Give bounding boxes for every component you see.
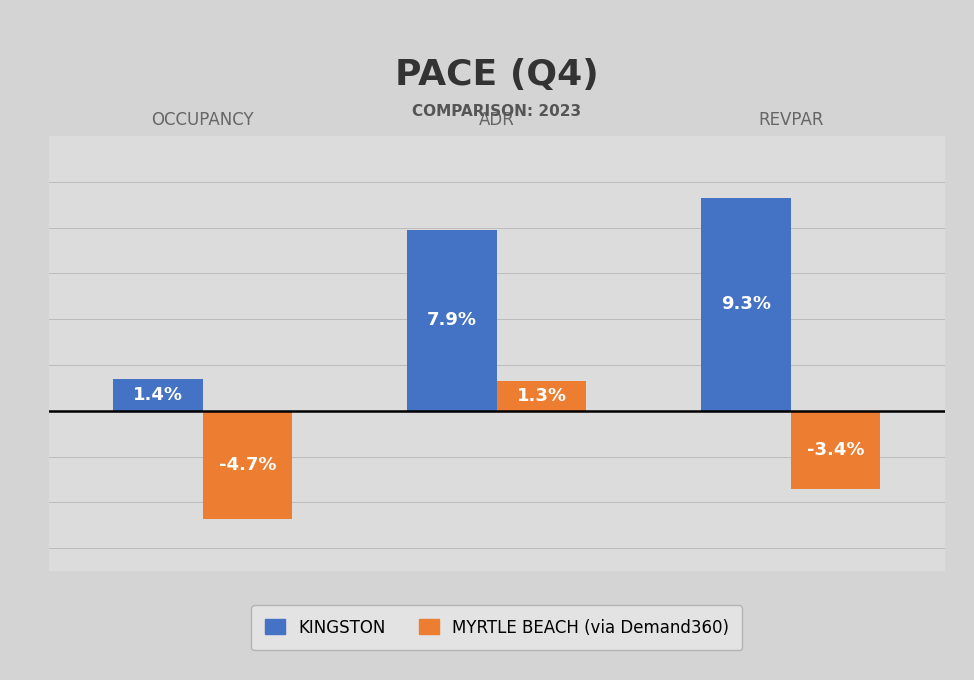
Text: COMPARISON: 2023: COMPARISON: 2023 — [412, 103, 581, 118]
Text: 7.9%: 7.9% — [427, 311, 477, 329]
Text: 1.3%: 1.3% — [516, 387, 567, 405]
Text: REVPAR: REVPAR — [758, 111, 823, 129]
Text: PACE (Q4): PACE (Q4) — [394, 58, 599, 92]
Text: -3.4%: -3.4% — [806, 441, 864, 459]
Text: 1.4%: 1.4% — [132, 386, 183, 404]
Legend: KINGSTON, MYRTLE BEACH (via Demand360): KINGSTON, MYRTLE BEACH (via Demand360) — [251, 605, 742, 650]
Text: 9.3%: 9.3% — [721, 295, 771, 313]
Text: -4.7%: -4.7% — [219, 456, 277, 474]
Text: OCCUPANCY: OCCUPANCY — [151, 111, 254, 129]
Text: ADR: ADR — [479, 111, 514, 129]
Bar — [791, 411, 880, 489]
Bar — [407, 230, 497, 411]
Bar — [113, 379, 203, 411]
Bar — [497, 381, 586, 411]
Bar — [701, 198, 791, 411]
Bar — [203, 411, 292, 519]
